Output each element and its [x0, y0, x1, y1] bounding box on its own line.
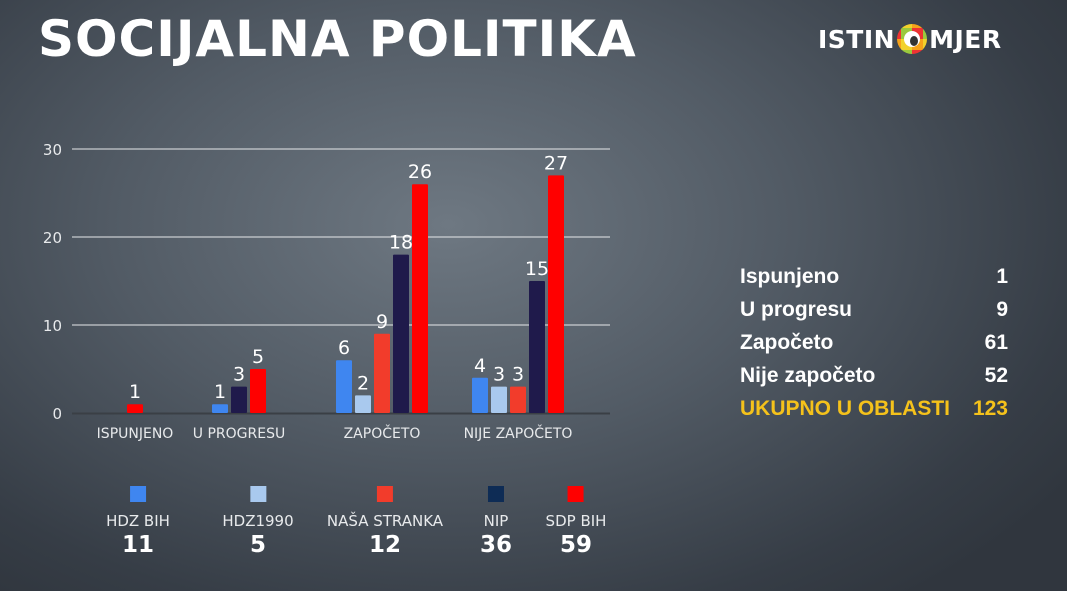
data-label: 18 — [389, 232, 413, 254]
bar — [510, 386, 526, 413]
data-label: 3 — [493, 364, 505, 386]
bar — [212, 404, 228, 413]
summary-table: Ispunjeno 1 U progresu 9 Započeto 61 Nije z… — [740, 260, 1008, 425]
summary-total-label: UKUPNO U OBLASTI — [740, 396, 950, 420]
bar — [472, 377, 488, 413]
legend-swatch — [487, 486, 504, 502]
bar — [336, 360, 352, 413]
data-label: 1 — [129, 381, 141, 403]
summary-value: 9 — [996, 297, 1008, 321]
x-tick-label: ZAPOČETO — [344, 424, 421, 442]
data-label: 27 — [544, 152, 568, 174]
data-label: 15 — [525, 258, 549, 280]
x-tick-label: U PROGRESU — [193, 426, 285, 442]
summary-row-u-progresu: U progresu 9 — [740, 293, 1008, 326]
legend-label: HDZ1990 — [222, 512, 294, 530]
bar — [393, 254, 409, 413]
bar — [231, 386, 247, 413]
data-label: 26 — [408, 161, 432, 183]
bar — [127, 404, 143, 413]
bar — [412, 184, 428, 413]
page-title: SOCIJALNA POLITIKA — [38, 10, 637, 68]
legend-label: NAŠA STRANKA — [326, 512, 444, 530]
data-label: 9 — [376, 311, 388, 333]
summary-label: Ispunjeno — [740, 264, 840, 288]
legend-total: 59 — [559, 532, 593, 558]
istinomjer-logo: ISTIN MJER — [818, 24, 1002, 54]
summary-total-value: 123 — [972, 396, 1008, 420]
bar — [355, 395, 371, 413]
legend-item: NIP 36 — [480, 486, 512, 558]
y-tick-label: 20 — [43, 229, 62, 247]
summary-row-total: UKUPNO U OBLASTI 123 — [740, 392, 1008, 425]
x-tick-label: NIJE ZAPOČETO — [464, 424, 573, 442]
summary-row-ispunjeno: Ispunjeno 1 — [740, 260, 1008, 293]
bar — [548, 175, 564, 413]
bar — [250, 369, 266, 413]
bar — [491, 386, 507, 413]
data-label: 4 — [474, 355, 486, 377]
summary-row-nije-zapoceto: Nije započeto 52 — [740, 359, 1008, 392]
meter-icon — [897, 24, 928, 54]
data-label: 3 — [512, 364, 524, 386]
legend-label: SDP BIH — [545, 512, 607, 530]
legend-label: HDZ BIH — [106, 512, 170, 530]
legend-swatch — [376, 486, 393, 502]
legend-total: 36 — [479, 532, 513, 558]
summary-label: Nije započeto — [740, 363, 876, 387]
legend-item: HDZ1990 5 — [222, 486, 294, 558]
legend-item: SDP BIH 59 — [545, 486, 607, 558]
data-label: 1 — [214, 381, 226, 403]
legend-swatch — [130, 486, 146, 502]
y-tick-label: 10 — [43, 317, 62, 335]
legend-total: 11 — [121, 532, 154, 558]
y-tick-label: 0 — [52, 405, 62, 423]
bar — [374, 333, 390, 413]
legend-total: 5 — [249, 532, 266, 558]
legend-swatch — [250, 486, 266, 502]
summary-label: U progresu — [740, 297, 853, 321]
summary-value: 61 — [984, 330, 1008, 354]
legend-label: NIP — [483, 512, 509, 530]
legend-swatch — [567, 486, 584, 502]
bar — [529, 281, 545, 413]
chart-legend: HDZ BIH 11 HDZ1990 5 NAŠA STRANKA 12 NIP 36 SDP … — [0, 486, 640, 576]
x-tick-label: ISPUNJENO — [97, 426, 174, 442]
legend-total: 12 — [368, 532, 402, 558]
summary-row-zapoceto: Započeto 61 — [740, 326, 1008, 359]
y-tick-label: 30 — [43, 141, 62, 159]
data-label: 5 — [252, 346, 264, 368]
legend-item: NAŠA STRANKA 12 — [327, 486, 443, 558]
summary-label: Započeto — [740, 330, 834, 354]
logo-text-left: ISTIN — [818, 24, 896, 54]
logo-text-right: MJER — [929, 24, 1002, 54]
data-label: 3 — [233, 364, 245, 386]
data-label: 6 — [338, 337, 350, 359]
summary-value: 52 — [984, 363, 1008, 387]
data-label: 2 — [357, 372, 369, 394]
summary-value: 1 — [996, 264, 1008, 288]
legend-item: HDZ BIH 11 — [106, 486, 170, 558]
